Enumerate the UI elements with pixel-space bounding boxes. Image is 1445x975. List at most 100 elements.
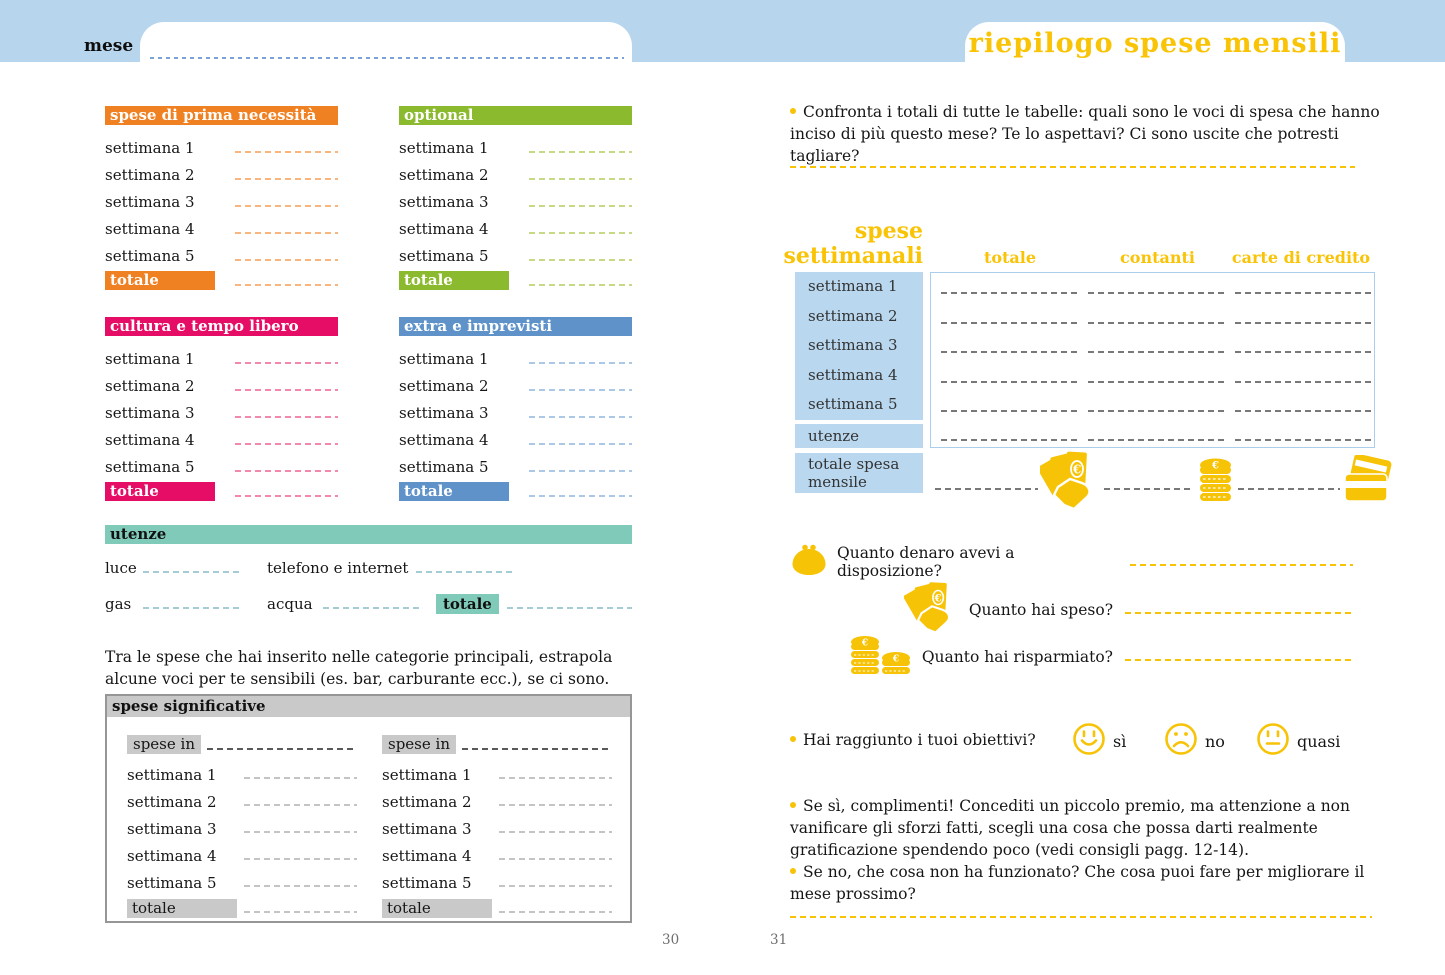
fill-in-line[interactable] <box>461 747 612 750</box>
fill-in-line[interactable] <box>235 177 338 180</box>
fill-in-line[interactable] <box>529 204 632 207</box>
fill-in-line[interactable] <box>1104 488 1194 490</box>
fill-in-line[interactable] <box>1235 292 1371 294</box>
fill-in-line[interactable] <box>244 858 357 860</box>
fill-in-line[interactable] <box>1235 439 1371 441</box>
fill-in-line[interactable] <box>1235 410 1371 412</box>
fill-in-line[interactable] <box>529 388 632 391</box>
fill-in-line[interactable] <box>1125 612 1353 614</box>
week-row-label: settimana 5 <box>399 458 489 476</box>
fill-in-line[interactable] <box>529 361 632 364</box>
week-row-label: settimana 3 <box>382 819 472 838</box>
fill-in-line[interactable] <box>941 410 1077 412</box>
week-row-label: settimana 2 <box>399 377 489 396</box>
fill-in-line[interactable] <box>1088 322 1224 324</box>
fill-in-line[interactable] <box>244 831 357 833</box>
fill-in-line[interactable] <box>529 283 632 286</box>
page-number-right: 31 <box>770 932 788 948</box>
fill-in-line[interactable] <box>1088 410 1224 412</box>
fill-in-line[interactable] <box>529 469 632 472</box>
fill-in-line[interactable] <box>529 231 632 234</box>
weekly-table-title: spese settimanali <box>730 219 923 269</box>
utilities-section: utenze luce telefono e internet gas acqu… <box>105 525 632 616</box>
fill-in-line[interactable] <box>529 177 632 180</box>
week-row-label: settimana 1 <box>382 765 472 784</box>
fill-in-line[interactable] <box>941 439 1077 441</box>
advice-no-text: Se no, che cosa non ha funzionato? Che c… <box>790 863 1365 903</box>
fill-in-line[interactable] <box>235 150 338 153</box>
fill-in-line[interactable] <box>244 885 357 887</box>
week-row-label: settimana 4 <box>105 431 195 450</box>
fill-in-line[interactable] <box>143 570 240 573</box>
fill-in-line[interactable] <box>235 204 338 207</box>
fill-in-line[interactable] <box>499 804 612 806</box>
fill-in-line[interactable] <box>529 442 632 445</box>
fill-in-line[interactable] <box>1235 381 1371 383</box>
fill-in-line[interactable] <box>499 911 612 913</box>
svg-text:€: € <box>861 639 868 649</box>
fill-in-line[interactable] <box>235 361 338 364</box>
fill-in-line[interactable] <box>529 258 632 261</box>
fill-in-line[interactable] <box>235 469 338 472</box>
goal-option-quasi[interactable]: quasi <box>1256 722 1340 760</box>
week-row-label: settimana 4 <box>382 846 472 865</box>
fill-in-line[interactable] <box>499 885 612 887</box>
fill-in-line[interactable] <box>1235 322 1371 324</box>
fill-in-line[interactable] <box>244 911 357 913</box>
fill-in-line[interactable] <box>499 831 612 833</box>
instruction-note: Tra le spese che hai inserito nelle cate… <box>105 648 613 688</box>
fill-in-line[interactable] <box>1130 564 1353 566</box>
spese-in-chip: spese in <box>127 735 201 754</box>
fill-in-line[interactable] <box>529 415 632 418</box>
total-chip: totale <box>436 594 499 614</box>
category-table-prima-necessita: spese di prima necessità settimana 1 set… <box>105 106 338 291</box>
fill-in-line[interactable] <box>935 488 1038 490</box>
fill-in-line[interactable] <box>235 388 338 391</box>
fill-in-line[interactable] <box>941 381 1077 383</box>
fill-in-line[interactable] <box>244 804 357 806</box>
fill-in-line[interactable] <box>244 777 357 779</box>
fill-in-line[interactable] <box>529 150 632 153</box>
fill-in-line[interactable] <box>499 858 612 860</box>
fill-in-line[interactable] <box>235 283 338 286</box>
fill-in-line[interactable] <box>1235 351 1371 353</box>
fill-in-line[interactable] <box>1088 292 1224 294</box>
bullet-icon <box>790 736 796 742</box>
spese-in-chip: spese in <box>382 735 456 754</box>
column-header-contanti: contanti <box>1120 248 1195 267</box>
week-row-label: settimana 1 <box>399 139 489 158</box>
fill-in-line[interactable] <box>941 322 1077 324</box>
goal-option-no[interactable]: no <box>1164 722 1225 760</box>
fill-in-line[interactable] <box>1088 351 1224 353</box>
fill-in-line[interactable] <box>235 231 338 234</box>
question-row: € Quanto hai speso? <box>790 582 1353 636</box>
fill-in-line[interactable] <box>1088 439 1224 441</box>
week-row-label: settimana 3 <box>399 404 489 423</box>
goal-option-yes[interactable]: sì <box>1072 722 1126 760</box>
fill-in-line[interactable] <box>235 494 338 497</box>
fill-in-line[interactable] <box>1238 488 1340 490</box>
fill-in-line[interactable] <box>235 415 338 418</box>
month-fill-in-line[interactable] <box>150 57 624 59</box>
fill-in-line[interactable] <box>143 606 240 609</box>
fill-in-line[interactable] <box>529 494 632 497</box>
fill-in-line[interactable] <box>506 606 632 609</box>
advice-yes-text: Se sì, complimenti! Concediti un piccolo… <box>790 797 1350 859</box>
fill-in-line[interactable] <box>235 442 338 445</box>
credit-card-icon <box>1342 453 1394 509</box>
category-header: optional <box>399 106 632 125</box>
fill-in-line[interactable] <box>941 292 1077 294</box>
fill-in-line[interactable] <box>235 258 338 261</box>
category-header: cultura e tempo libero <box>105 317 338 336</box>
significant-expenses-box: spese significative spese in settimana 1… <box>105 694 632 923</box>
category-header: extra e imprevisti <box>399 317 632 336</box>
fill-in-line[interactable] <box>1125 659 1353 661</box>
fill-in-line[interactable] <box>941 351 1077 353</box>
fill-in-line[interactable] <box>1088 381 1224 383</box>
total-chip: totale <box>399 271 509 291</box>
fill-in-line[interactable] <box>499 777 612 779</box>
fill-in-line[interactable] <box>206 747 357 750</box>
week-row-label: settimana 4 <box>127 846 217 865</box>
fill-in-line[interactable] <box>416 570 514 573</box>
fill-in-line[interactable] <box>323 606 420 609</box>
